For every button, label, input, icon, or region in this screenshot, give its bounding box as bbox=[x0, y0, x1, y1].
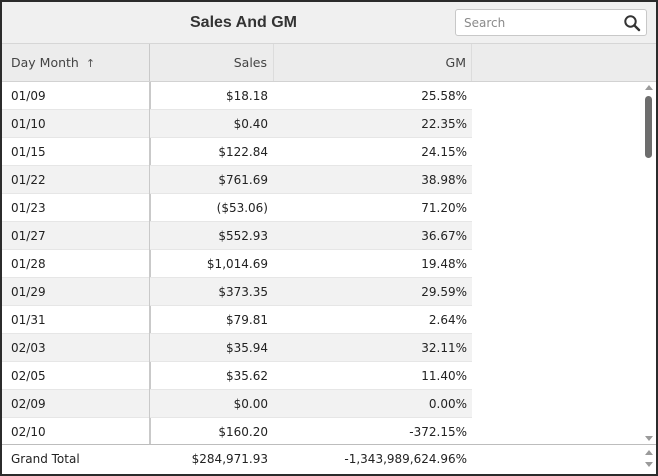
cell-sales: $0.40 bbox=[233, 117, 268, 131]
grand-total-label: Grand Total bbox=[11, 452, 80, 466]
cell-sales: $160.20 bbox=[218, 425, 268, 439]
table-row[interactable]: 02/10 $160.20 -372.15% bbox=[2, 418, 472, 444]
cell-sales: $0.00 bbox=[233, 397, 268, 411]
table-row[interactable]: 02/03 $35.94 32.11% bbox=[2, 334, 472, 362]
cell-gm: 25.58% bbox=[421, 89, 467, 103]
column-header-day-month-label: Day Month bbox=[11, 55, 79, 70]
title-bar: Sales And GM bbox=[2, 2, 656, 44]
cell-day-month: 01/22 bbox=[2, 166, 150, 194]
scroll-down-icon[interactable] bbox=[645, 436, 653, 441]
cell-day-month: 02/05 bbox=[2, 362, 150, 390]
column-header-day-month[interactable]: Day Month ↑ bbox=[2, 44, 150, 81]
grand-total-gm: -1,343,989,624.96% bbox=[344, 452, 467, 466]
total-scroll-up-icon[interactable] bbox=[645, 450, 653, 455]
cell-day-month: 02/09 bbox=[2, 390, 150, 418]
cell-gm: 32.11% bbox=[421, 341, 467, 355]
cell-day-month: 01/31 bbox=[2, 306, 150, 334]
cell-sales: $373.35 bbox=[218, 285, 268, 299]
grand-total-sales: $284,971.93 bbox=[191, 452, 268, 466]
cell-sales: $761.69 bbox=[218, 173, 268, 187]
cell-day-month: 01/23 bbox=[2, 194, 150, 222]
search-box[interactable] bbox=[455, 9, 647, 36]
total-scroll-down-icon[interactable] bbox=[645, 462, 653, 467]
cell-day-month: 01/28 bbox=[2, 250, 150, 278]
sort-ascending-icon[interactable]: ↑ bbox=[85, 57, 96, 70]
cell-sales: ($53.06) bbox=[216, 201, 268, 215]
cell-gm: 29.59% bbox=[421, 285, 467, 299]
cell-gm: 22.35% bbox=[421, 117, 467, 131]
column-header-gm[interactable]: GM bbox=[274, 44, 472, 81]
cell-gm: 24.15% bbox=[421, 145, 467, 159]
search-input[interactable] bbox=[464, 13, 614, 32]
table-row[interactable]: 01/29 $373.35 29.59% bbox=[2, 278, 472, 306]
cell-sales: $1,014.69 bbox=[206, 257, 268, 271]
cell-gm: 38.98% bbox=[421, 173, 467, 187]
cell-gm: 71.20% bbox=[421, 201, 467, 215]
column-divider bbox=[150, 82, 151, 444]
cell-gm: 0.00% bbox=[428, 397, 467, 411]
cell-sales: $552.93 bbox=[218, 229, 268, 243]
cell-gm: -372.15% bbox=[409, 425, 467, 439]
grand-total-row: Grand Total $284,971.93 -1,343,989,624.9… bbox=[2, 444, 656, 474]
scroll-up-icon[interactable] bbox=[645, 85, 653, 90]
table-row[interactable]: 01/10 $0.40 22.35% bbox=[2, 110, 472, 138]
cell-gm: 36.67% bbox=[421, 229, 467, 243]
table-row[interactable]: 01/28 $1,014.69 19.48% bbox=[2, 250, 472, 278]
table-row[interactable]: 01/15 $122.84 24.15% bbox=[2, 138, 472, 166]
cell-sales: $18.18 bbox=[226, 89, 268, 103]
table-row[interactable]: 01/31 $79.81 2.64% bbox=[2, 306, 472, 334]
search-icon[interactable] bbox=[623, 14, 641, 32]
column-header-sales[interactable]: Sales bbox=[150, 44, 274, 81]
cell-sales: $35.94 bbox=[226, 341, 268, 355]
widget-title: Sales And GM bbox=[190, 14, 297, 31]
cell-gm: 2.64% bbox=[428, 313, 467, 327]
cell-sales: $122.84 bbox=[218, 145, 268, 159]
table-row[interactable]: 02/05 $35.62 11.40% bbox=[2, 362, 472, 390]
table-row[interactable]: 02/09 $0.00 0.00% bbox=[2, 390, 472, 418]
cell-gm: 11.40% bbox=[421, 369, 467, 383]
table-row[interactable]: 01/22 $761.69 38.98% bbox=[2, 166, 472, 194]
cell-day-month: 02/10 bbox=[2, 418, 150, 444]
table-row[interactable]: 01/23 ($53.06) 71.20% bbox=[2, 194, 472, 222]
cell-sales: $35.62 bbox=[226, 369, 268, 383]
cell-day-month: 01/29 bbox=[2, 278, 150, 306]
cell-day-month: 01/09 bbox=[2, 82, 150, 110]
vertical-scrollbar[interactable] bbox=[642, 82, 656, 444]
cell-day-month: 01/15 bbox=[2, 138, 150, 166]
table-row[interactable]: 01/27 $552.93 36.67% bbox=[2, 222, 472, 250]
cell-day-month: 01/27 bbox=[2, 222, 150, 250]
cell-day-month: 01/10 bbox=[2, 110, 150, 138]
cell-day-month: 02/03 bbox=[2, 334, 150, 362]
scroll-thumb[interactable] bbox=[645, 96, 652, 158]
table-row[interactable]: 01/09 $18.18 25.58% bbox=[2, 82, 472, 110]
cell-gm: 19.48% bbox=[421, 257, 467, 271]
cell-sales: $79.81 bbox=[226, 313, 268, 327]
total-scroll-controls[interactable] bbox=[642, 445, 656, 474]
column-header-row: Day Month ↑ Sales GM bbox=[2, 44, 656, 82]
table-body[interactable]: 01/09 $18.18 25.58% 01/10 $0.40 22.35% 01/15 $1… bbox=[2, 82, 642, 444]
